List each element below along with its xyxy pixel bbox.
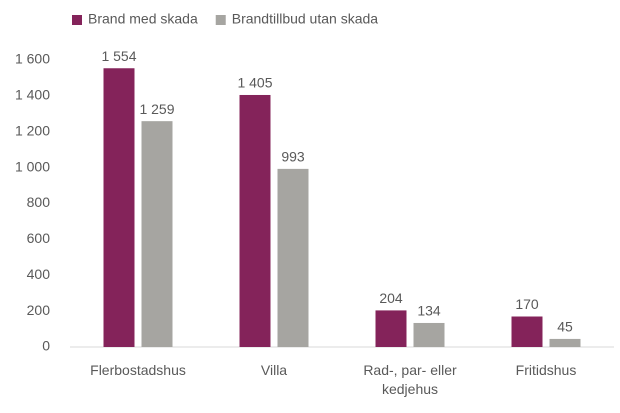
bar	[375, 310, 407, 347]
legend-label: Brand med skada	[88, 11, 198, 27]
bar	[413, 322, 445, 347]
y-tick-label: 1 600	[15, 51, 50, 67]
bar	[141, 121, 173, 348]
data-label: 1 259	[139, 101, 174, 117]
data-label: 1 405	[237, 75, 272, 91]
y-tick-label: 400	[27, 266, 51, 282]
x-tick-label: Villa	[260, 362, 288, 378]
x-tick-label-box: Villa	[260, 362, 288, 378]
y-tick-label: 200	[27, 302, 51, 318]
y-tick-label: 1 400	[15, 87, 50, 103]
data-label: 45	[557, 319, 573, 335]
bar	[239, 94, 271, 348]
x-tick-label-box: Flerbostadshus	[90, 362, 186, 378]
legend-swatch	[215, 15, 226, 25]
y-tick-label: 0	[42, 338, 50, 354]
data-label: 170	[515, 296, 539, 312]
x-tick-label: Rad-, par- eller kedjehus	[363, 362, 457, 397]
x-tick-label-box: Fritidshus	[515, 362, 577, 378]
legend-swatch	[72, 15, 82, 25]
legend-label: Brandtillbud utan skada	[232, 11, 379, 27]
data-label: 204	[379, 290, 403, 306]
y-tick-label: 600	[27, 230, 51, 246]
data-label: 993	[281, 149, 305, 165]
x-tick-label: Fritidshus	[515, 362, 577, 378]
data-label: 134	[417, 303, 441, 319]
y-tick-label: 1 200	[15, 122, 50, 138]
bar	[549, 338, 581, 347]
x-tick-label: Flerbostadshus	[90, 362, 186, 378]
x-tick-label-box: Rad-, par- eller kedjehus	[363, 362, 457, 397]
data-label: 1 554	[101, 48, 136, 64]
y-tick-label: 800	[27, 194, 51, 210]
bar	[511, 316, 543, 347]
bar	[277, 168, 309, 347]
bar	[103, 68, 135, 347]
y-tick-label: 1 000	[15, 158, 50, 174]
